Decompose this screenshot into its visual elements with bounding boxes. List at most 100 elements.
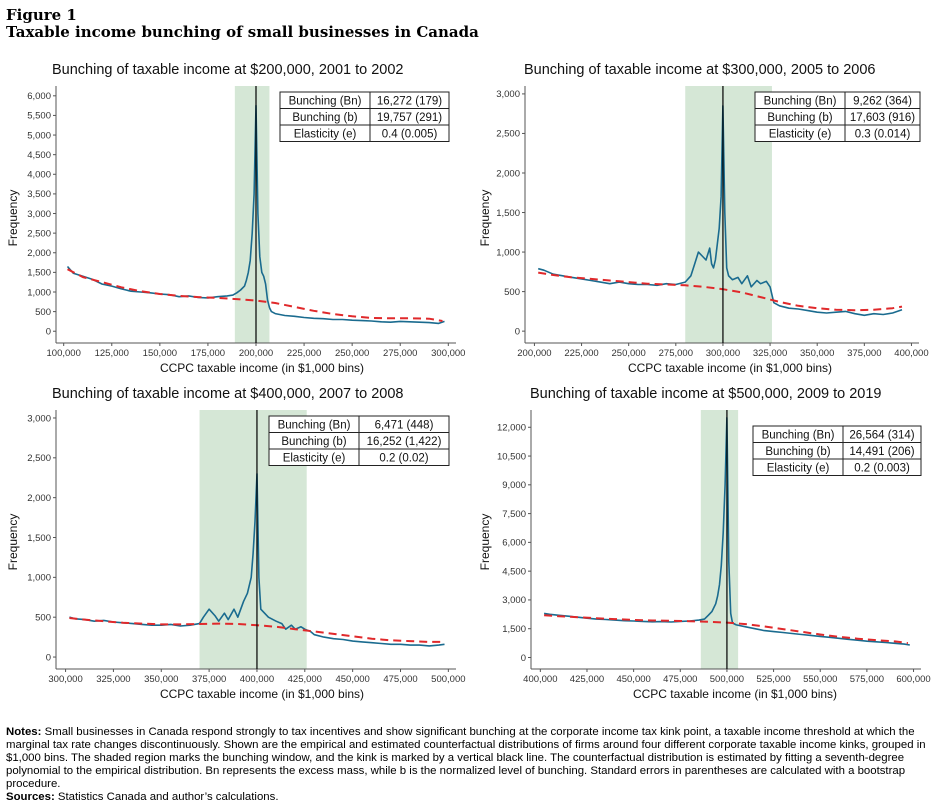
y-axis-label: Frequency <box>6 514 20 571</box>
plot-area: 0 500 1,000 1,500 2,000 2,500 3,000 200,000 225,… <box>496 86 929 359</box>
y-tick-label: 0 <box>521 653 526 664</box>
chart-title: Bunching of taxable income at $300,000, … <box>524 62 876 78</box>
y-tick-label: 3,500 <box>27 189 51 200</box>
chart-panel-400k: Bunching of taxable income at $400,000, … <box>6 386 466 701</box>
stats-table-label: Bunching (Bn) <box>289 95 362 107</box>
stats-table <box>752 425 922 476</box>
x-tick-label: 225,000 <box>564 348 598 359</box>
y-tick-label: 6,000 <box>502 538 526 549</box>
x-tick-label: 575,000 <box>850 674 884 685</box>
x-axis-label: CCPC taxable income (in $1,000 bins) <box>633 687 837 701</box>
stats-table-label: Bunching (b) <box>767 112 832 124</box>
y-tick-label: 10,500 <box>497 451 526 462</box>
x-tick-label: 300,000 <box>431 348 465 359</box>
sources-label: Sources: <box>6 791 55 803</box>
x-tick-label: 550,000 <box>803 674 837 685</box>
plot-area: 0 500 1,000 1,500 2,000 2,500 3,000 3,500 4,000 4… <box>27 86 465 359</box>
y-tick-label: 1,000 <box>27 287 51 298</box>
x-tick-label: 150,000 <box>143 348 177 359</box>
y-tick-label: 12,000 <box>497 423 526 434</box>
stats-table-label: Bunching (Bn) <box>764 95 837 107</box>
stats-table-value: 0.2 (0.003) <box>854 462 910 474</box>
plot-area: 0 500 1,000 1,500 2,000 2,500 3,000 300,000 325,… <box>27 410 466 685</box>
y-tick-label: 3,000 <box>27 413 51 424</box>
chart-panel-500k: Bunching of taxable income at $500,000, … <box>478 386 931 701</box>
stats-table-label: Bunching (b) <box>765 446 830 458</box>
x-tick-label: 500,000 <box>431 674 465 685</box>
x-axis-label: CCPC taxable income (in $1,000 bins) <box>160 687 364 701</box>
y-tick-label: 1,500 <box>27 268 51 279</box>
y-tick-label: 500 <box>35 307 51 318</box>
y-axis-label: Frequency <box>6 190 20 247</box>
x-tick-label: 300,000 <box>706 348 740 359</box>
y-tick-label: 3,000 <box>27 209 51 220</box>
x-tick-label: 450,000 <box>335 674 369 685</box>
x-axis-label: CCPC taxable income (in $1,000 bins) <box>160 361 364 375</box>
y-tick-label: 0 <box>515 326 520 337</box>
empirical-line <box>543 416 910 646</box>
chart-panel-200k: Bunching of taxable income at $200,000, … <box>6 62 465 375</box>
notes-label: Notes: <box>6 726 42 738</box>
sources-text: Statistics Canada and author’s calculati… <box>57 791 279 803</box>
x-tick-label: 200,000 <box>517 348 551 359</box>
stats-table-label: Elasticity (e) <box>769 128 832 140</box>
y-tick-label: 2,500 <box>27 453 51 464</box>
stats-table-label: Bunching (b) <box>292 112 357 124</box>
stats-table-label: Elasticity (e) <box>283 452 346 464</box>
stats-table-value: 14,491 (206) <box>849 446 914 458</box>
y-tick-label: 3,000 <box>502 595 526 606</box>
y-tick-label: 4,000 <box>27 170 51 181</box>
x-tick-label: 400,000 <box>523 674 557 685</box>
y-tick-label: 9,000 <box>502 480 526 491</box>
stats-table-value: 16,252 (1,422) <box>367 436 442 448</box>
stats-table-value: 17,603 (916) <box>850 112 915 124</box>
y-tick-label: 1,500 <box>27 533 51 544</box>
y-tick-label: 1,000 <box>496 247 520 258</box>
stats-table-value: 19,757 (291) <box>377 112 442 124</box>
chart-title: Bunching of taxable income at $200,000, … <box>52 62 404 78</box>
stats-table-label: Bunching (Bn) <box>762 429 835 441</box>
x-tick-label: 475,000 <box>383 674 417 685</box>
y-tick-label: 500 <box>35 613 51 624</box>
stats-table-value: 0.3 (0.014) <box>855 128 911 140</box>
y-axis-label: Frequency <box>478 190 492 247</box>
plot-area: 0 1,500 3,000 4,500 6,000 7,500 9,000 10,500 12,… <box>497 410 931 685</box>
figure-label: Figure 1 <box>6 6 77 24</box>
x-tick-label: 525,000 <box>756 674 790 685</box>
y-tick-label: 0 <box>46 652 51 663</box>
x-tick-label: 125,000 <box>95 348 129 359</box>
stats-table-label: Bunching (b) <box>281 436 346 448</box>
x-tick-label: 375,000 <box>192 674 226 685</box>
stats-table <box>754 91 921 142</box>
y-tick-label: 4,500 <box>27 150 51 161</box>
y-tick-label: 4,500 <box>502 566 526 577</box>
y-tick-label: 0 <box>46 327 51 338</box>
y-tick-label: 1,500 <box>496 208 520 219</box>
chart-panel-300k: Bunching of taxable income at $300,000, … <box>478 62 929 375</box>
y-tick-label: 5,500 <box>27 111 51 122</box>
stats-table-value: 9,262 (364) <box>853 95 912 107</box>
x-tick-label: 275,000 <box>659 348 693 359</box>
y-tick-label: 7,500 <box>502 509 526 520</box>
x-tick-label: 300,000 <box>48 674 82 685</box>
stats-table-label: Bunching (Bn) <box>278 419 351 431</box>
figure-notes: Notes: Small businesses in Canada respon… <box>6 726 941 791</box>
y-tick-label: 6,000 <box>27 91 51 102</box>
x-tick-label: 600,000 <box>896 674 930 685</box>
chart-title: Bunching of taxable income at $400,000, … <box>52 386 404 402</box>
x-tick-label: 200,000 <box>239 348 273 359</box>
x-tick-label: 350,000 <box>800 348 834 359</box>
stats-table-value: 0.2 (0.02) <box>379 452 428 464</box>
x-tick-label: 500,000 <box>710 674 744 685</box>
x-tick-label: 225,000 <box>287 348 321 359</box>
stats-table-value: 16,272 (179) <box>377 95 442 107</box>
y-tick-label: 2,500 <box>27 228 51 239</box>
y-tick-label: 5,000 <box>27 130 51 141</box>
y-tick-label: 2,000 <box>27 248 51 259</box>
x-tick-label: 175,000 <box>191 348 225 359</box>
y-tick-label: 2,000 <box>27 493 51 504</box>
x-tick-label: 325,000 <box>96 674 130 685</box>
x-tick-label: 475,000 <box>663 674 697 685</box>
y-tick-label: 1,000 <box>27 573 51 584</box>
empirical-line <box>69 473 445 647</box>
